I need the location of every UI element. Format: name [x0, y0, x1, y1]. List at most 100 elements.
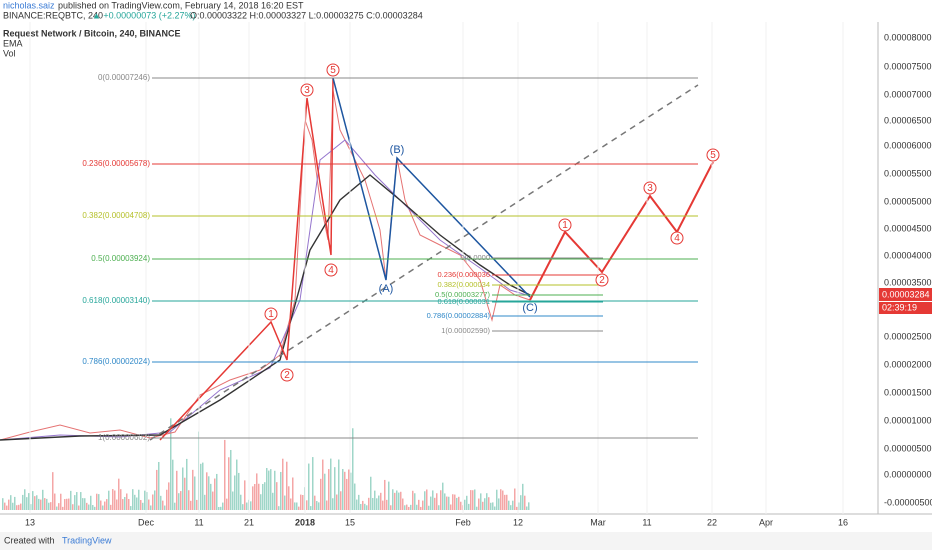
abc-label: (A) [379, 283, 394, 295]
volume-bar [236, 459, 238, 510]
volume-bar [416, 504, 418, 510]
volume-bar [276, 482, 278, 510]
volume-bar [14, 496, 16, 510]
volume-bar [440, 490, 442, 510]
volume-bar [286, 461, 288, 510]
volume-bar [402, 498, 404, 510]
volume-bar [12, 502, 14, 510]
abc-label: (B) [390, 144, 405, 156]
volume-bar [478, 498, 480, 510]
volume-bar [512, 500, 514, 510]
volume-bar [52, 472, 54, 510]
time-label: 15 [345, 517, 355, 527]
volume-bar [96, 493, 98, 510]
volume-bar [420, 506, 422, 510]
publisher[interactable]: nicholas.saiz [3, 0, 55, 10]
volume-bar [220, 506, 222, 510]
volume-bar [292, 477, 294, 510]
volume-bar [264, 482, 266, 510]
volume-bar [524, 495, 526, 510]
volume-bar [142, 502, 144, 510]
volume-bar [428, 505, 430, 510]
price-label: 0.00004500 [884, 223, 932, 233]
fib-label: 0(0.00007246) [98, 73, 150, 82]
volume-bar [134, 494, 136, 510]
volume-bar [318, 502, 320, 510]
volume-bar [230, 449, 232, 510]
footer-created: Created with [4, 535, 55, 545]
volume-bar [424, 491, 426, 510]
volume-bar [312, 457, 314, 510]
wave-label: 1 [562, 220, 568, 231]
volume-bar [150, 505, 152, 510]
volume-bar [180, 491, 182, 510]
volume-bar [400, 491, 402, 510]
volume-bar [296, 502, 298, 510]
volume-bar [380, 492, 382, 510]
price-tag-bg [879, 288, 932, 301]
volume-bar [42, 489, 44, 510]
volume-bar [262, 483, 264, 510]
volume-bar [446, 496, 448, 510]
volume-bar [474, 489, 476, 510]
fib-label: 0.382(0.00004708) [82, 211, 150, 220]
price-label: 0.00007000 [884, 89, 932, 99]
volume-bar [306, 500, 308, 510]
volume-bar [54, 493, 56, 510]
wave-circle [558, 218, 572, 232]
volume-bar [250, 501, 252, 510]
volume-bar [186, 458, 188, 510]
volume-bar [422, 500, 424, 510]
volume-bar [132, 489, 134, 510]
volume-bar [496, 489, 498, 510]
volume-bar [138, 489, 140, 510]
volume-bar [128, 499, 130, 510]
volume-bar [506, 494, 508, 510]
wave-label: 3 [647, 183, 653, 194]
volume-bar [392, 489, 394, 510]
wave-circle [643, 181, 657, 195]
volume-bar [338, 459, 340, 510]
volume-bar [88, 504, 90, 510]
volume-bar [500, 489, 502, 510]
volume-bar [332, 498, 334, 510]
volume-bar [152, 494, 154, 510]
volume-bar [204, 494, 206, 510]
countdown-bg [879, 302, 932, 314]
volume-bar [176, 470, 178, 510]
volume-bar [80, 492, 82, 510]
volume-bar [436, 493, 438, 510]
volume-bar [288, 486, 290, 510]
trend-line [149, 84, 699, 441]
time-label: 11 [194, 517, 203, 527]
volume-bar [66, 498, 68, 510]
volume-bar [376, 498, 378, 510]
volume-bar [70, 490, 72, 510]
volume-bar [34, 496, 36, 510]
volume-bar [468, 503, 470, 510]
price-label: 0.00008000 [884, 32, 932, 42]
volume-bar [486, 493, 488, 510]
volume-bar [520, 495, 522, 510]
wave-circle [595, 273, 609, 287]
volume-bar [50, 502, 52, 510]
volume-bar [482, 501, 484, 510]
volume-bar [242, 504, 244, 510]
time-label: 13 [25, 517, 35, 527]
volume-bar [346, 478, 348, 510]
volume-bar [104, 501, 106, 510]
volume-bar [308, 463, 310, 510]
volume-bar [38, 498, 40, 510]
footer-brand[interactable]: TradingView [62, 535, 112, 545]
ema [0, 174, 531, 441]
volume-bar [126, 493, 128, 510]
volume-bar [78, 505, 80, 510]
time-label: 11 [642, 517, 651, 527]
volume-bar [300, 494, 302, 510]
countdown: 02:39:19 [882, 302, 917, 312]
volume-bar [272, 492, 274, 510]
volume-bar [472, 490, 474, 510]
volume-bar [206, 472, 208, 510]
volume-bar [4, 502, 6, 510]
